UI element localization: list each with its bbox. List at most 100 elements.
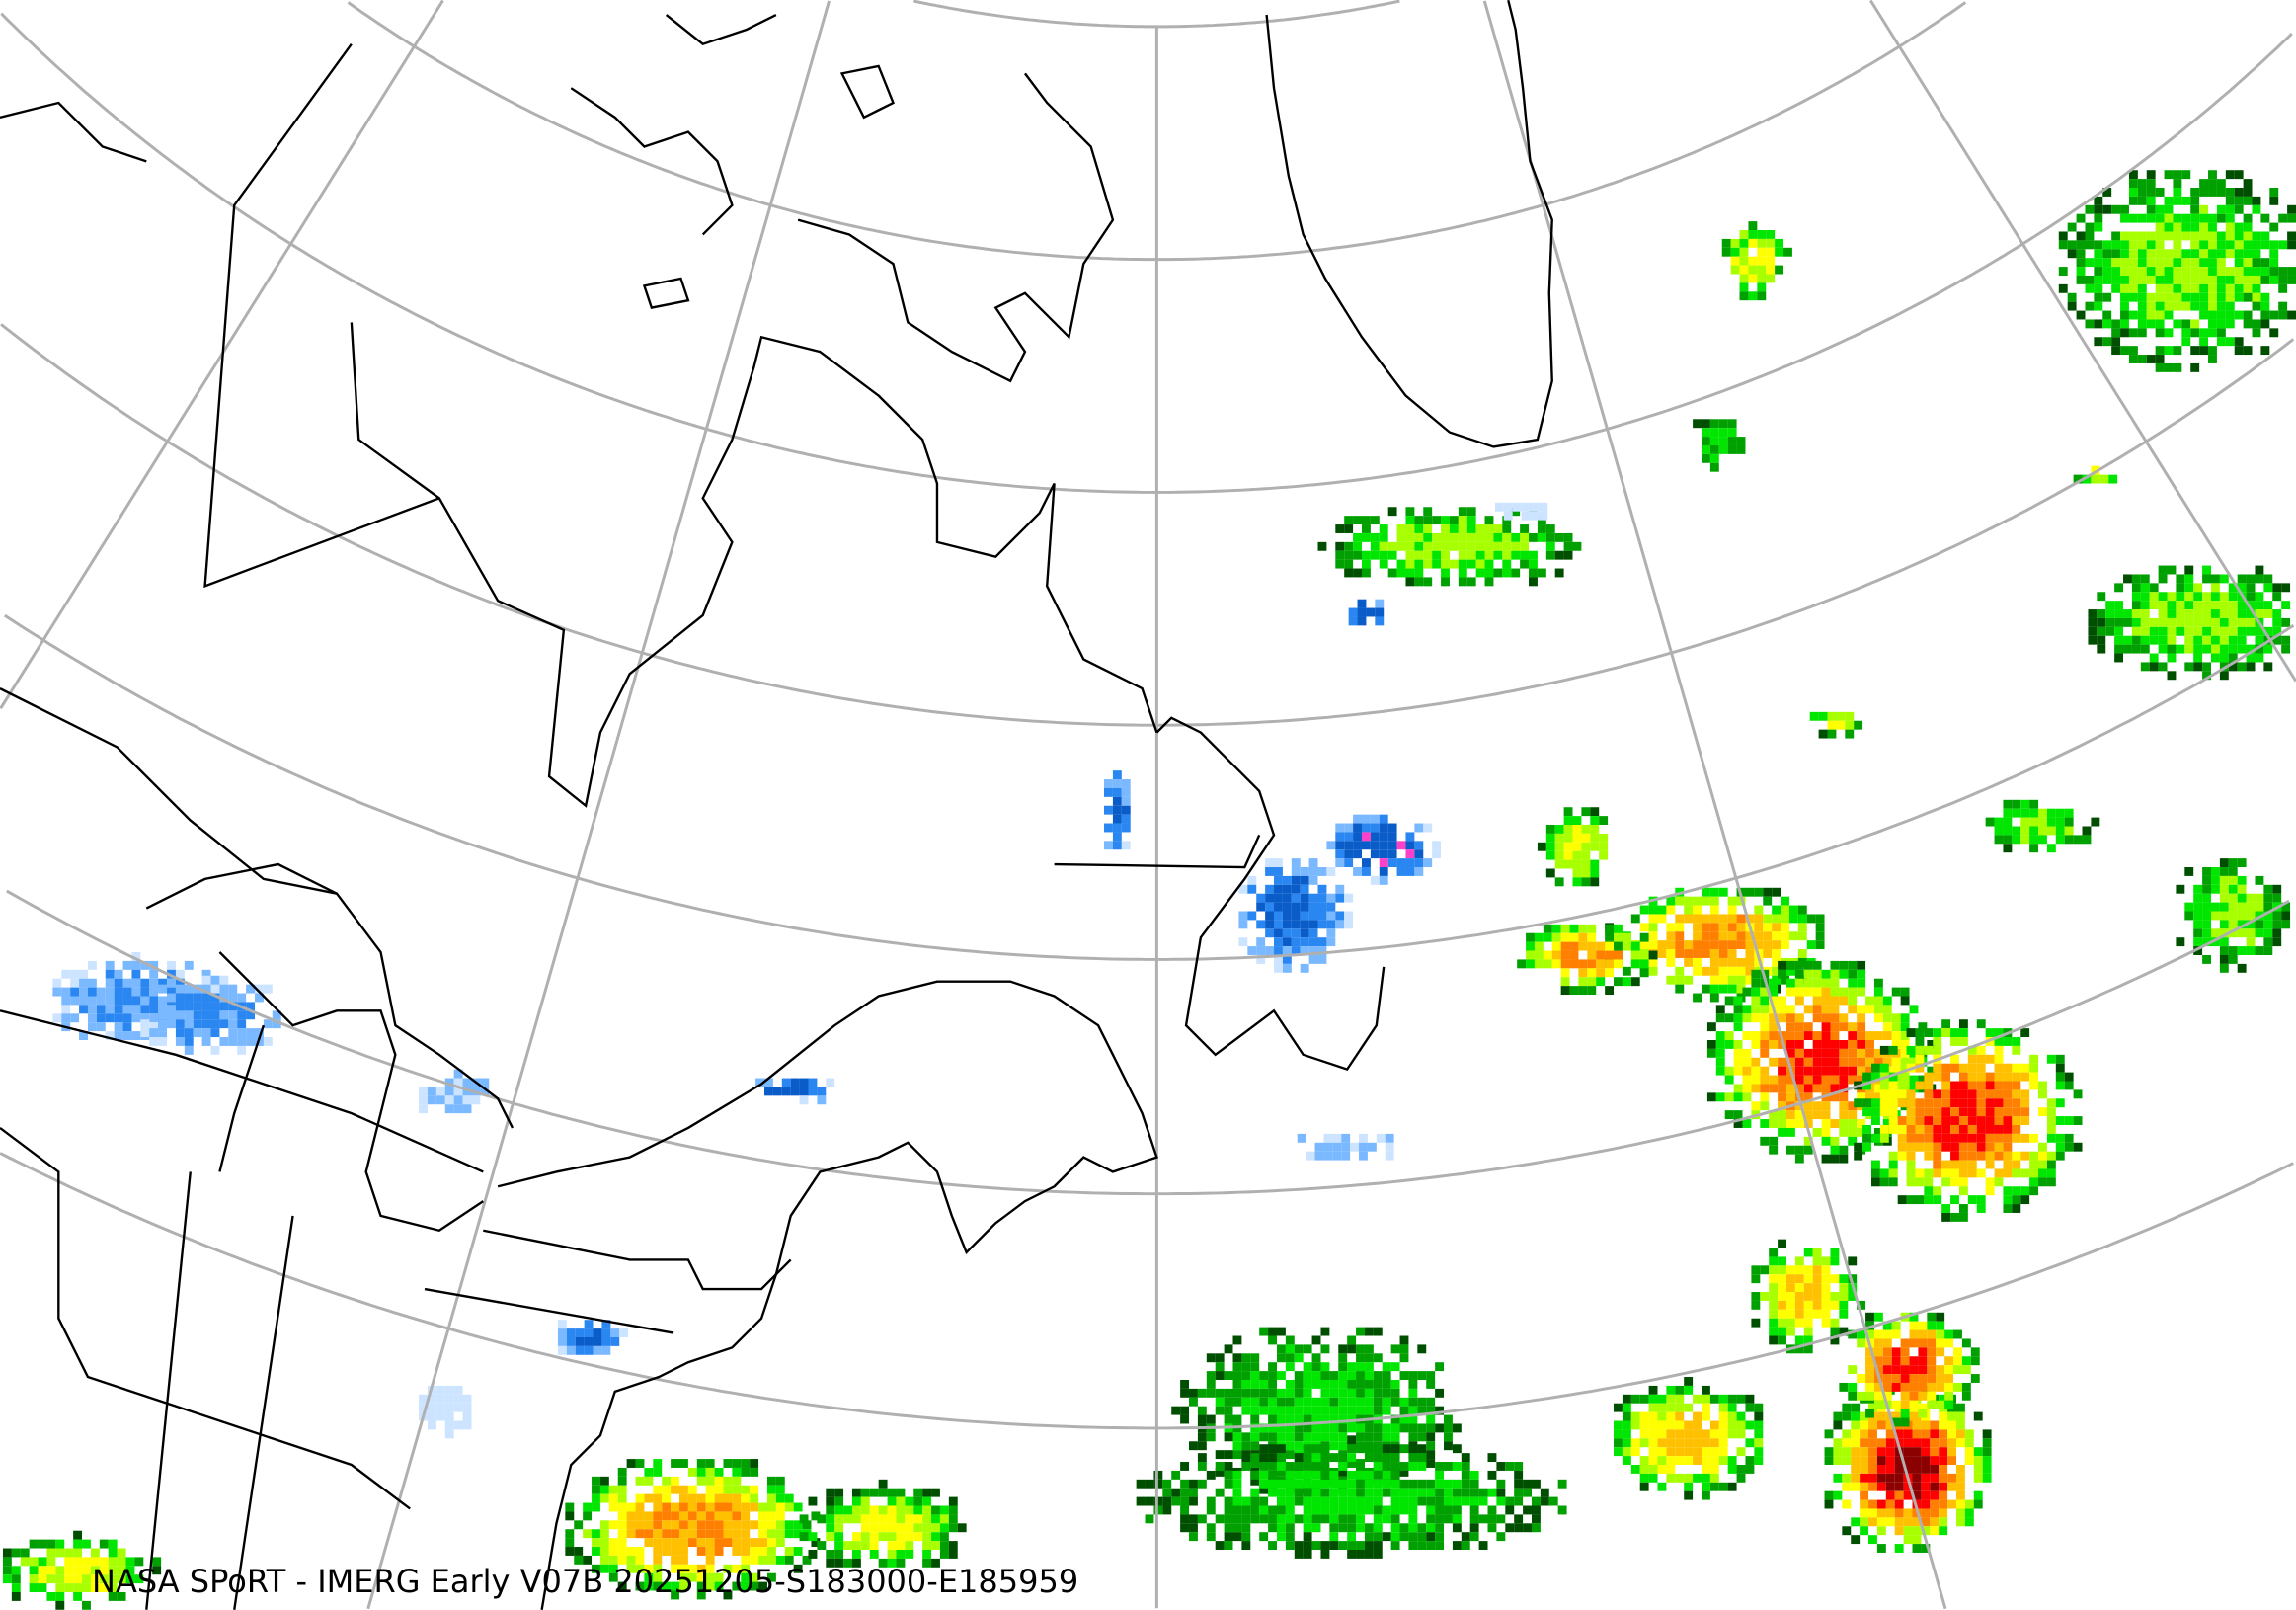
- rain-pixel: [1373, 1327, 1383, 1336]
- rain-pixel: [1311, 1414, 1321, 1424]
- snow-pixel: [1274, 928, 1283, 938]
- rain-pixel: [2137, 231, 2147, 241]
- rain-pixel: [1839, 1327, 1849, 1336]
- rain-pixel: [2246, 592, 2256, 602]
- rain-pixel: [2085, 258, 2095, 268]
- rain-pixel: [1684, 949, 1694, 958]
- rain-pixel: [2269, 267, 2279, 276]
- rain-pixel: [2210, 902, 2220, 912]
- rain-pixel: [2167, 592, 2177, 602]
- rain-pixel: [1944, 1329, 1954, 1339]
- rain-pixel: [1338, 1541, 1348, 1550]
- rain-pixel: [2184, 609, 2194, 618]
- rain-pixel: [1967, 1081, 1977, 1090]
- snow-pixel: [575, 1328, 585, 1337]
- rain-pixel: [1939, 1394, 1948, 1404]
- rain-pixel: [1197, 1462, 1207, 1471]
- rain-pixel: [1921, 1544, 1931, 1553]
- rain-pixel: [1891, 1022, 1901, 1032]
- rain-pixel: [1648, 1429, 1658, 1439]
- rain-pixel: [1873, 996, 1883, 1006]
- rain-pixel: [565, 1538, 575, 1548]
- rain-pixel: [1888, 1045, 1898, 1055]
- rain-pixel: [2164, 301, 2174, 311]
- rain-pixel: [2097, 635, 2106, 645]
- rain-pixel: [1461, 1462, 1470, 1471]
- rain-pixel: [565, 1502, 575, 1512]
- rain-pixel: [671, 1547, 680, 1556]
- rain-pixel: [1268, 1379, 1277, 1389]
- rain-pixel: [2091, 465, 2100, 475]
- snow-pixel: [1238, 937, 1248, 947]
- rain-pixel: [1888, 1151, 1898, 1161]
- rain-pixel: [1727, 437, 1737, 445]
- rain-pixel: [2190, 222, 2200, 232]
- snow-pixel: [246, 984, 256, 994]
- rain-pixel: [2287, 213, 2296, 223]
- rain-pixel: [2046, 808, 2056, 818]
- snow-pixel: [808, 1078, 818, 1087]
- rain-pixel: [851, 1496, 861, 1506]
- rain-pixel: [1259, 1388, 1269, 1398]
- rain-pixel: [1259, 1379, 1269, 1389]
- snow-pixel: [158, 1019, 168, 1029]
- rain-pixel: [2176, 626, 2185, 636]
- rain-pixel: [1701, 419, 1710, 429]
- rain-pixel: [1684, 1490, 1694, 1500]
- snow-pixel: [1385, 1151, 1394, 1161]
- snow-pixel: [1414, 823, 1424, 833]
- rain-pixel: [2114, 583, 2124, 593]
- rain-pixel: [1701, 1447, 1710, 1457]
- rain-pixel: [1964, 1429, 1974, 1439]
- rain-pixel: [1630, 977, 1640, 987]
- snow-pixel: [1308, 920, 1318, 929]
- rain-pixel: [2228, 920, 2238, 929]
- rain-pixel: [758, 1520, 767, 1530]
- rain-pixel: [687, 1485, 697, 1494]
- rain-pixel: [1666, 975, 1676, 985]
- rain-pixel: [732, 1547, 742, 1556]
- rain-pixel: [1769, 1274, 1779, 1284]
- rain-pixel: [1417, 1371, 1427, 1380]
- rain-pixel: [1444, 1414, 1453, 1424]
- rain-pixel: [1520, 541, 1530, 551]
- snow-pixel: [566, 1345, 576, 1355]
- rain-pixel: [1452, 1444, 1462, 1454]
- rain-pixel: [696, 1581, 706, 1591]
- rain-pixel: [73, 1539, 83, 1549]
- snow-pixel: [444, 1078, 454, 1087]
- rain-pixel: [2225, 275, 2235, 284]
- snow-pixel: [1291, 902, 1301, 912]
- rain-pixel: [2208, 319, 2217, 329]
- rain-pixel: [2173, 231, 2182, 241]
- rain-pixel: [1241, 1496, 1251, 1506]
- latitude-line: [913, 0, 1400, 29]
- rain-pixel: [1803, 1092, 1813, 1102]
- rain-pixel: [2216, 337, 2226, 347]
- rain-pixel: [2237, 626, 2247, 636]
- rain-pixel: [1803, 978, 1813, 988]
- rain-pixel: [1505, 1496, 1515, 1506]
- rain-pixel: [1727, 975, 1737, 985]
- rain-pixel: [662, 1529, 672, 1539]
- rain-pixel: [922, 1496, 932, 1506]
- rain-pixel: [2246, 902, 2256, 912]
- rain-pixel: [608, 1572, 618, 1582]
- rain-pixel: [1294, 1541, 1304, 1550]
- rain-pixel: [1933, 1142, 1942, 1152]
- rain-pixel: [826, 1523, 835, 1533]
- rain-pixel: [1344, 541, 1354, 551]
- rain-pixel: [1745, 957, 1755, 967]
- rain-pixel: [2193, 911, 2203, 921]
- rain-pixel: [608, 1502, 618, 1512]
- rain-pixel: [2114, 653, 2124, 663]
- rain-pixel: [1967, 1124, 1977, 1134]
- snow-pixel: [149, 1028, 159, 1038]
- rain-pixel: [1390, 1462, 1400, 1471]
- rain-pixel: [1730, 238, 1740, 248]
- snow-pixel: [1121, 805, 1131, 815]
- rain-pixel: [1879, 1045, 1889, 1055]
- rain-pixel: [99, 1566, 109, 1575]
- rain-pixel: [1469, 1496, 1479, 1506]
- rain-pixel: [2260, 310, 2270, 320]
